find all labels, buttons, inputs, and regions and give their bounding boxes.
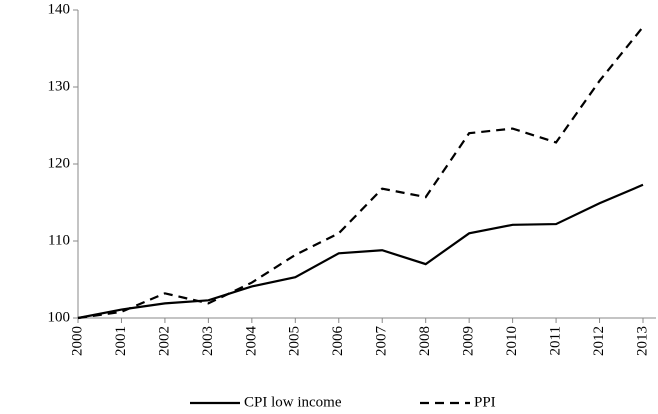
x-tick-label: 2006 <box>330 326 346 357</box>
x-tick-label: 2007 <box>374 326 390 357</box>
y-tick-label: 130 <box>48 78 71 94</box>
series-line <box>77 26 644 320</box>
x-tick-label: 2011 <box>548 326 564 355</box>
legend-label: CPI low income <box>244 394 342 410</box>
legend-label: PPI <box>474 394 496 410</box>
y-tick-label: 140 <box>48 1 71 17</box>
x-tick-label: 2003 <box>200 326 216 356</box>
x-tick-label: 2012 <box>591 326 607 356</box>
y-tick-label: 100 <box>48 309 71 325</box>
x-tick-label: 2005 <box>287 326 303 356</box>
y-tick-label: 110 <box>48 232 70 248</box>
x-tick-label: 2009 <box>461 326 477 356</box>
y-tick-label: 120 <box>48 155 71 171</box>
x-tick-label: 2000 <box>69 326 85 356</box>
x-tick-label: 2002 <box>156 326 172 356</box>
x-tick-label: 2004 <box>243 326 259 357</box>
x-tick-label: 2001 <box>113 326 129 356</box>
x-tick-label: 2013 <box>634 326 650 356</box>
series-line <box>77 183 644 320</box>
x-tick-label: 2010 <box>504 326 520 356</box>
x-tick-label: 2008 <box>417 326 433 356</box>
